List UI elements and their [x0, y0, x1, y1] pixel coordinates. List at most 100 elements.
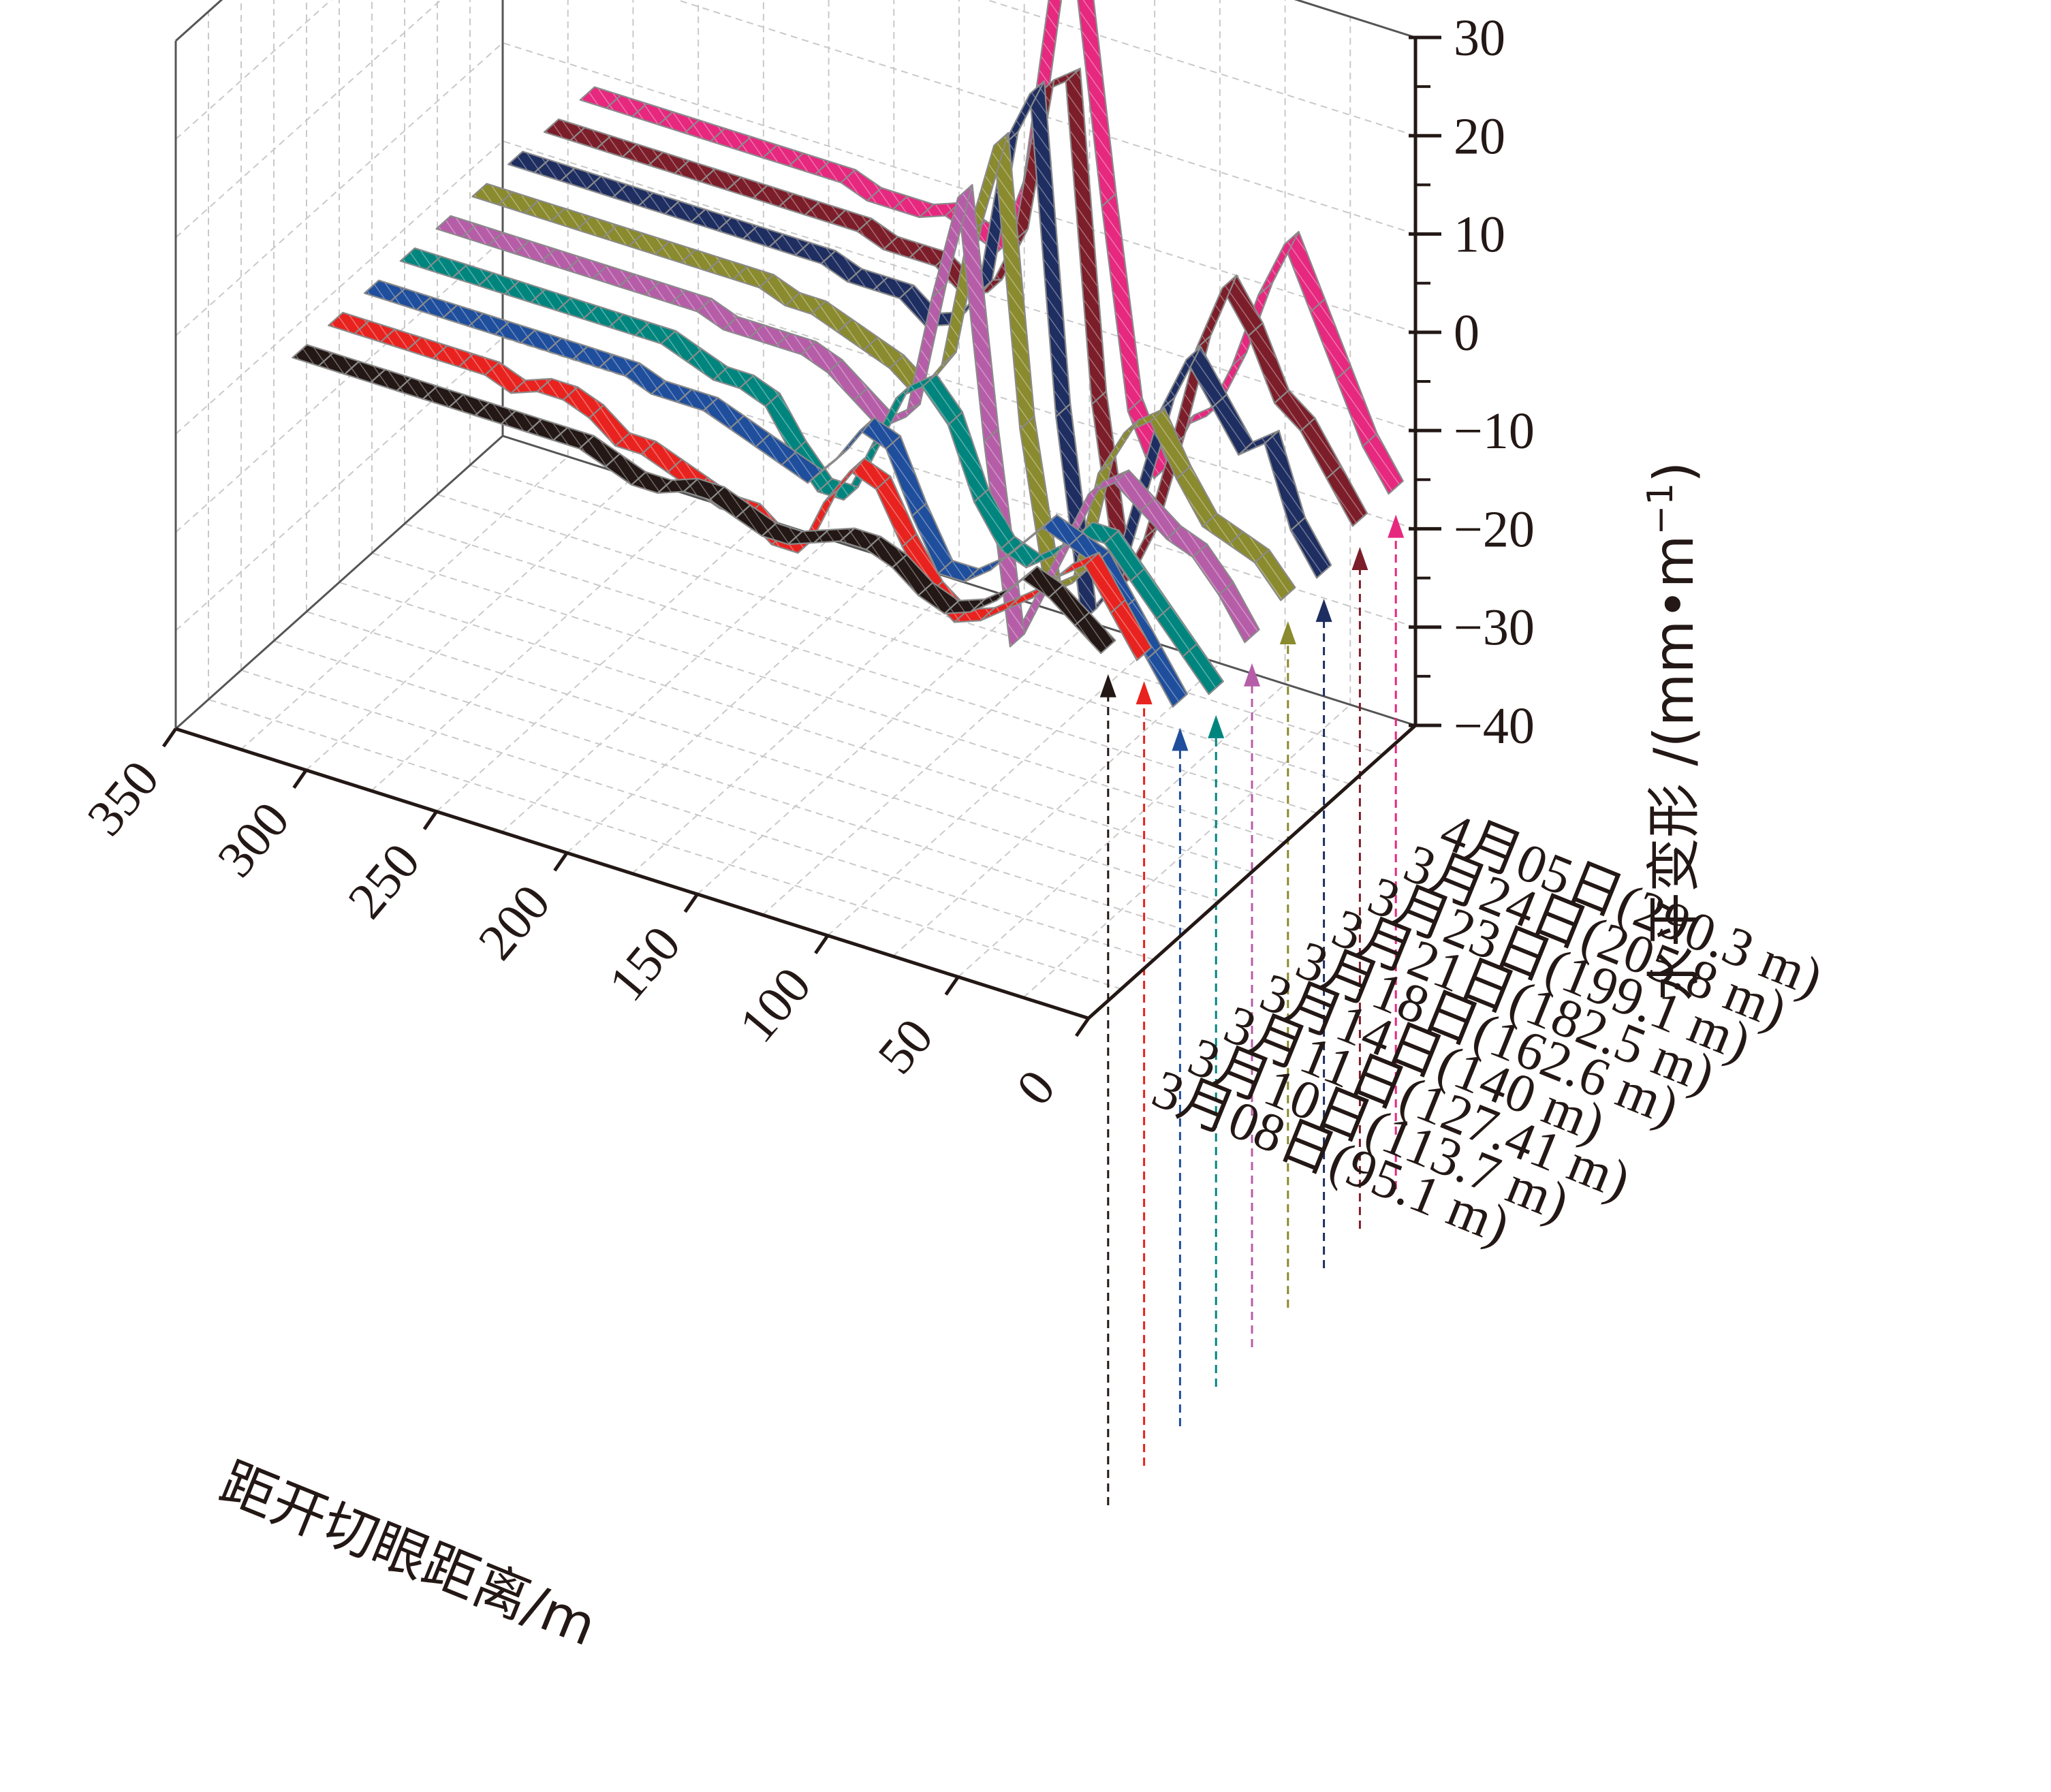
ribbon-segment: [1300, 417, 1342, 480]
x-tick-mark: [422, 811, 438, 830]
series-arrows: [1099, 514, 1405, 1505]
ribbon-segment: [1029, 80, 1071, 418]
x-tick-label: 250: [337, 833, 431, 929]
x-axis-title: 距开切眼距离/m: [212, 1450, 605, 1658]
floor-grid-line: [827, 642, 1155, 937]
x-tick-mark: [553, 851, 569, 872]
z-axis-title: 水平变形 /(mm•m−1): [1640, 462, 1706, 1001]
series-arrow-head: [1099, 674, 1116, 697]
floor-grid-line: [240, 456, 569, 751]
floor-grid-line: [631, 580, 960, 875]
side-wall-grid-line: [502, 336, 1416, 628]
ribbon-segment: [1175, 465, 1218, 528]
ribbon-segment: [1362, 433, 1404, 495]
floor-grid-line: [371, 497, 699, 791]
ribbon-segment: [1218, 581, 1260, 644]
ribbon-segment: [435, 215, 478, 238]
floor-grid-line: [892, 663, 1221, 957]
series-arrow-head: [1208, 714, 1225, 738]
floor-grid-line: [436, 518, 764, 813]
x-tick-label: 200: [467, 874, 561, 970]
ribbon-segment: [1077, 0, 1117, 208]
x-tick-label: 150: [598, 915, 692, 1011]
ribbon-segment: [292, 344, 334, 367]
ribbon-segment: [1247, 322, 1290, 404]
x-tick-label: 50: [867, 1008, 944, 1084]
x-tick-label: 100: [728, 957, 822, 1053]
ribbon-segment: [1335, 365, 1378, 447]
ribbon-segment: [363, 279, 406, 302]
ribbon-segment: [579, 86, 622, 109]
side-wall-grid-line: [502, 238, 1416, 530]
series-arrow-head: [1244, 663, 1260, 687]
z-tick-label: −20: [1454, 501, 1535, 558]
floor-grid-line: [1022, 704, 1351, 999]
floor-grid-line: [762, 621, 1091, 915]
series-arrow-head: [1172, 727, 1189, 751]
z-tick-label: 0: [1454, 304, 1479, 362]
ribbon-segment: [328, 311, 370, 334]
x-tick-mark: [161, 727, 178, 748]
series-arrow-head: [1388, 514, 1405, 538]
x-tick-mark: [292, 769, 308, 789]
floor-grid-line: [240, 670, 1155, 960]
back-wall-grid-line: [175, 140, 503, 435]
ribbon-segment: [1309, 298, 1352, 380]
floor-grid-line: [371, 552, 1285, 843]
floor-grid-line: [437, 494, 1351, 785]
floor-grid-line: [957, 683, 1286, 978]
side-wall-grid-line: [502, 42, 1416, 333]
z-axis: −40 −30 −20 −10 0 10 20 30: [1409, 10, 1535, 755]
x-tick-mark: [814, 934, 830, 954]
back-wall-grid-line: [175, 0, 442, 238]
z-axis-title-close: ): [1642, 462, 1706, 483]
x-tick-mark: [683, 893, 699, 913]
ribbon-segment: [507, 151, 550, 174]
floor-grid-line: [697, 601, 1025, 895]
x-tick-label: 350: [76, 750, 170, 846]
floor-grid-line: [339, 582, 1253, 873]
floor-grid-line: [208, 699, 1122, 990]
floor-grid-line: [305, 476, 634, 771]
back-wall-grid-line: [175, 238, 503, 533]
series-arrow-head: [1136, 681, 1153, 705]
x-axis-line: [175, 727, 1089, 1020]
series-arrow-head: [1315, 599, 1332, 623]
ribbon-segment: [1211, 393, 1254, 456]
series-arrow-head: [1279, 620, 1296, 644]
ribbon-segment: [543, 119, 586, 142]
ribbon-segment: [1326, 465, 1368, 527]
back-wall-grid-line: [175, 0, 332, 140]
floor-grid-line: [501, 539, 830, 833]
floor-grid-line: [469, 465, 1383, 755]
floor-grid-line: [306, 611, 1220, 902]
ribbon-segment: [399, 247, 442, 270]
depth-axis-line: [1087, 724, 1417, 1020]
x-tick-label: 0: [1005, 1059, 1066, 1116]
series-arrow-head: [1351, 546, 1368, 570]
box-edge: [174, 435, 504, 730]
ribbon-segment: [1195, 274, 1238, 350]
x-tick-label: 300: [206, 791, 300, 887]
z-tick-label: 30: [1454, 10, 1505, 67]
ribbons: [292, 0, 1404, 708]
z-tick-label: −30: [1454, 599, 1535, 657]
z-tick-label: 20: [1454, 108, 1505, 165]
back-wall-grid-line: [175, 336, 503, 631]
ribbon-segment: [1101, 193, 1144, 412]
z-tick-label: −10: [1454, 403, 1535, 460]
x-tick-mark: [1074, 1017, 1091, 1037]
z-tick-label: −40: [1454, 697, 1535, 755]
floor-grid-line: [404, 523, 1318, 814]
z-axis-title-main: 水平变形 /(mm•m: [1642, 535, 1706, 1001]
ribbon-segment: [1289, 516, 1332, 579]
side-wall-grid-line: [675, 0, 1416, 235]
floor-grid-line: [273, 640, 1187, 931]
series-labels: 3月08日(95.1 m)3月10日(113.7 m)3月11日(127.41 …: [1144, 801, 1831, 1256]
ribbon-segment: [471, 183, 514, 206]
x-tick-mark: [944, 975, 960, 996]
floor-grid-line: [566, 559, 894, 853]
z-tick-label: 10: [1454, 206, 1505, 264]
z-axis-title-exponent: −1: [1640, 483, 1681, 535]
